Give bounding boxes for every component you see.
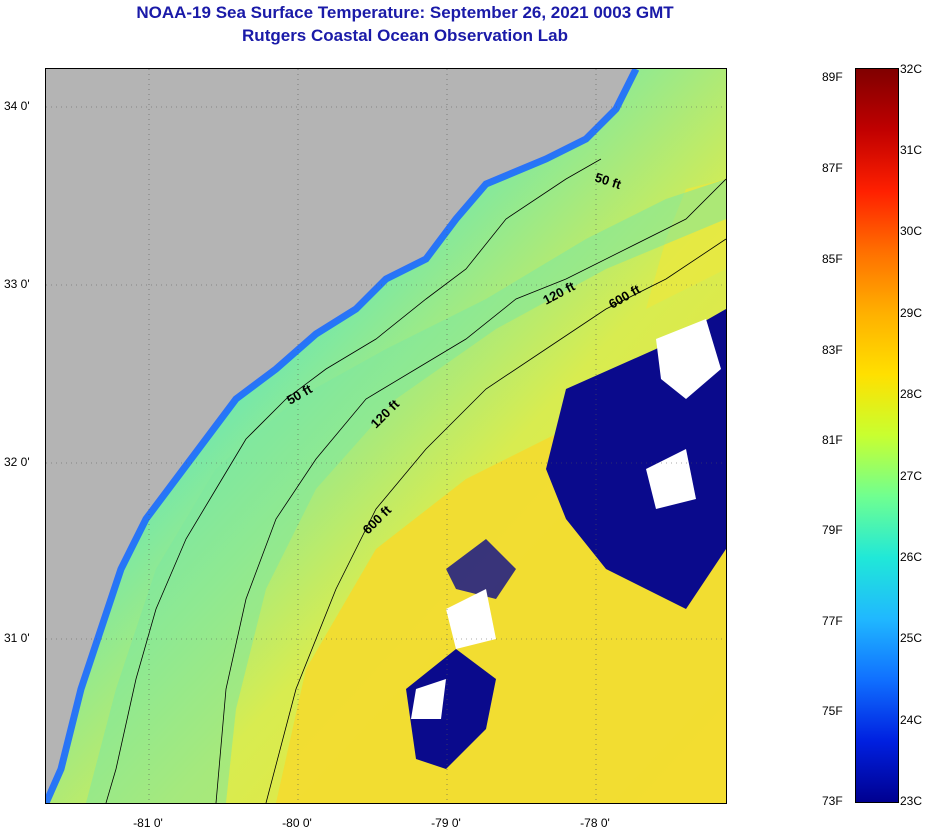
lon-label-80: -80 0' <box>282 816 312 830</box>
colorbar-c-label: 25C <box>900 631 923 645</box>
coastal-cool-fringe <box>46 69 640 803</box>
lat-label-33: 33 0' <box>4 277 30 291</box>
colorbar-c-label: 31C <box>900 143 923 157</box>
sst-map: 50 ft 120 ft 600 ft 50 ft 120 ft 600 ft <box>45 68 727 804</box>
graticule <box>46 69 726 803</box>
map-title: NOAA-19 Sea Surface Temperature: Septemb… <box>136 3 674 22</box>
colorbar-f-label: 77F <box>822 614 843 628</box>
shelf-water <box>86 179 726 803</box>
colorbar-f-label: 85F <box>822 252 843 266</box>
map-subtitle: Rutgers Coastal Ocean Observation Lab <box>242 26 568 45</box>
missing-data <box>446 589 496 649</box>
lon-label-81: -81 0' <box>133 816 163 830</box>
missing-data <box>411 679 446 719</box>
cloud-mask-patch <box>406 649 496 769</box>
isobath-50ft <box>105 158 602 803</box>
colorbar-f-label: 79F <box>822 523 843 537</box>
colorbar-c-label: 23C <box>900 794 923 808</box>
colorbar-c-label: 27C <box>900 469 923 483</box>
colorbar-c-label: 24C <box>900 713 923 727</box>
lon-label-78: -78 0' <box>580 816 610 830</box>
cloud-mask-patch <box>446 539 516 599</box>
colorbar-f-label: 89F <box>822 70 843 84</box>
lat-label-32: 32 0' <box>4 455 30 469</box>
isobath-120ft <box>215 178 726 803</box>
missing-data <box>646 449 696 509</box>
lat-label-34: 34 0' <box>4 99 30 113</box>
colorbar-c-label: 28C <box>900 387 923 401</box>
land-mass <box>46 69 636 803</box>
isobath-600ft <box>265 238 726 803</box>
colorbar-f-label: 81F <box>822 433 843 447</box>
colorbar-c-label: 30C <box>900 224 923 238</box>
missing-data <box>656 319 721 399</box>
colorbar-c-label: 32C <box>900 62 923 76</box>
colorbar-f-label: 87F <box>822 161 843 175</box>
lon-label-79: -79 0' <box>431 816 461 830</box>
colorbar-f-label: 75F <box>822 704 843 718</box>
colorbar-f-label: 83F <box>822 343 843 357</box>
lat-label-31: 31 0' <box>4 631 30 645</box>
colorbar-f-label: 73F <box>822 794 843 808</box>
temperature-colorbar <box>855 68 899 803</box>
colorbar-c-label: 26C <box>900 550 923 564</box>
colorbar-c-label: 29C <box>900 306 923 320</box>
